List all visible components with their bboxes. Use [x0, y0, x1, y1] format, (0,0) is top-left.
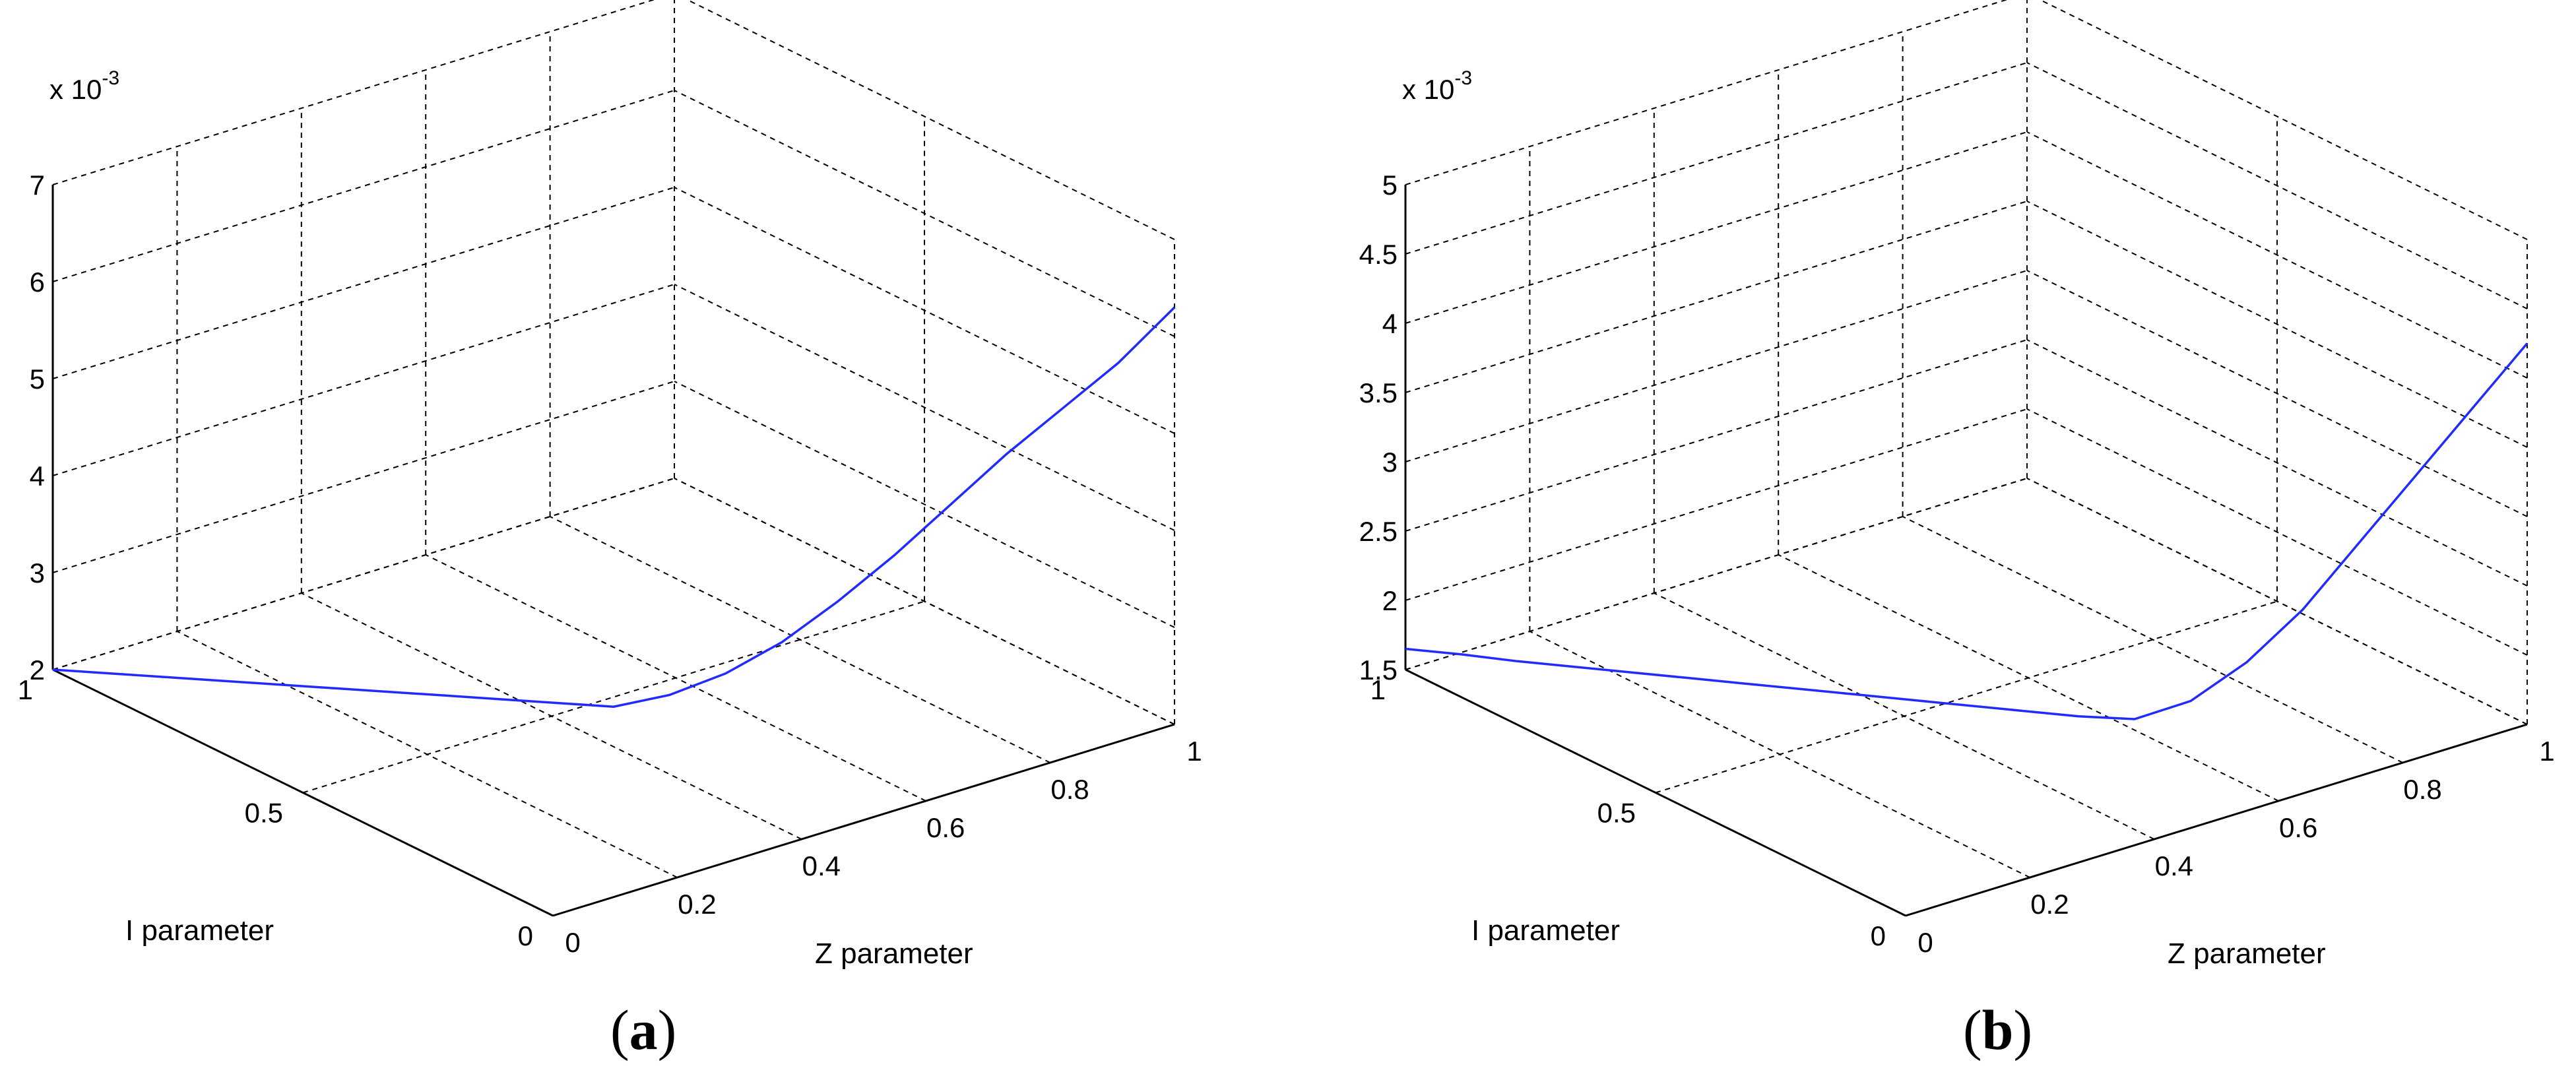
panel-b-caption-letter: b — [1982, 998, 2014, 1062]
panel-b-sidewall-gridline — [2026, 339, 2528, 587]
panel-a-x-tick-label: 0.4 — [802, 850, 841, 881]
panel-a-sidewall-gridline — [674, 381, 1175, 628]
panel-b-z-multiplier-exponent: -3 — [1454, 67, 1472, 89]
panel-b-backwall-gridline — [1405, 478, 2028, 670]
panel-a-z-tick-label: 3 — [30, 557, 45, 588]
panel-a-y-tick-label: 1 — [18, 674, 33, 705]
panel-b-z-tick-label: 1.5 — [1359, 654, 1398, 685]
panel-b-sidewall-gridline — [2026, 270, 2528, 517]
panel-a-x-tick-label: 0.8 — [1050, 774, 1089, 805]
panel-b-x-axis-label: Z parameter — [2168, 937, 2326, 970]
panel-b-z-multiplier-base: x 10 — [1402, 74, 1454, 105]
panel-b-backwall-gridline — [1405, 270, 2028, 462]
panel-a-sidewall-gridline — [674, 90, 1175, 337]
panel-b-caption: (b) — [1963, 998, 2032, 1062]
panel-b-y-tick-label: 1 — [1370, 674, 1386, 705]
panel-a-x-tick-label: 0.2 — [678, 889, 716, 920]
panel-b-x-tick-label: 1 — [2539, 736, 2554, 767]
panel-b-floor-gridline — [1655, 600, 2278, 794]
panel-a-caption: (a) — [610, 998, 676, 1062]
panel-a-z-multiplier-exponent: -3 — [102, 67, 119, 89]
panel-a-z-tick-label: 7 — [30, 170, 45, 201]
panel-b-x-tick-label: 0.8 — [2403, 774, 2441, 805]
panel-b-x-tick-label: 0.2 — [2030, 889, 2069, 920]
panel-a-y-tick-label: 0 — [518, 920, 533, 951]
panel-a-caption-letter: a — [629, 998, 658, 1062]
panel-b-backwall-gridline — [1405, 131, 2028, 324]
panel-b-floor-gridline — [1405, 478, 2028, 670]
panel-b-z-tick-label: 5 — [1382, 170, 1398, 201]
panel-a-backwall-gridline — [52, 90, 675, 282]
panel-a-backwall-gridline — [52, 0, 655, 185]
panel-b-y-axis-label: I parameter — [1471, 914, 1620, 947]
panel-b-x-tick-label: 0.4 — [2155, 850, 2193, 881]
panel-b-sidewall-gridline — [2039, 0, 2528, 240]
panel-a-floor-gridline — [302, 600, 925, 794]
panel-b-z-tick-label: 2.5 — [1359, 516, 1398, 547]
panel-a-z-tick-label: 4 — [30, 460, 45, 491]
panel-a-x-axis — [552, 723, 1175, 917]
panel-a-series-line — [52, 306, 1176, 708]
panel-b-backwall-gridline — [1405, 339, 2028, 532]
panel-b-backwall-gridline — [1405, 408, 2028, 601]
panel-b-backwall-gridline — [1405, 0, 2008, 185]
panel-b-backwall-gridline — [1405, 62, 2028, 255]
panel-a-y-axis-label: I parameter — [125, 914, 274, 947]
panel-b-x-tick-label: 0 — [1917, 927, 1933, 958]
panel-b-backwall-gridline — [1405, 201, 2028, 393]
panel-a-backwall-gridline — [52, 478, 675, 670]
panel-a-z-multiplier-base: x 10 — [49, 74, 102, 105]
panel-a-x-axis-label: Z parameter — [815, 937, 973, 970]
panel-a-backwall-gridline — [52, 381, 675, 573]
panel-a-z-tick-label: 2 — [30, 654, 45, 685]
panel-a-x-tick-label: 0 — [565, 927, 580, 958]
panel-a-backwall-gridline — [52, 187, 675, 379]
panel-a-sidewall-gridline — [674, 187, 1175, 434]
panel-a-sidewall-gridline — [686, 0, 1175, 240]
panel-a-floor-gridline — [52, 478, 675, 670]
panel-b-floor-gridline — [1902, 516, 2404, 763]
panel-a-x-tick-label: 0.6 — [926, 812, 965, 843]
panel-a-y-axis — [52, 668, 554, 917]
panel-b-sidewall-gridline — [2026, 408, 2528, 656]
panel-b-x-axis — [1905, 723, 2528, 917]
panel-b-z-tick-label: 4.5 — [1359, 239, 1398, 270]
panel-a-z-multiplier: x 10-3 — [49, 67, 119, 105]
panel-a-y-tick-label: 0.5 — [245, 798, 283, 829]
panel-a-backwall-gridline — [52, 284, 675, 476]
panel-a-z-tick-label: 6 — [30, 267, 45, 298]
panel-b-series-line — [1405, 342, 2528, 720]
panel-b-y-tick-label: 0 — [1871, 920, 1886, 951]
panel-b-z-tick-label: 4 — [1382, 308, 1398, 339]
panel-b-floor-gridline — [2026, 478, 2528, 725]
panel-b-z-multiplier: x 10-3 — [1402, 67, 1472, 105]
panel-b-y-tick-label: 0.5 — [1597, 798, 1636, 829]
panel-b-sidewall-gridline — [2026, 201, 2528, 448]
panel-b-z-tick-label: 2 — [1382, 585, 1398, 616]
panel-a-x-tick-label: 1 — [1186, 736, 1202, 767]
panel-a-sidewall-gridline — [674, 284, 1175, 531]
panel-b-z-tick-label: 3 — [1382, 447, 1398, 478]
panel-b-y-axis — [1405, 668, 1906, 917]
panel-a-z-tick-label: 5 — [30, 364, 45, 395]
panel-b-z-tick-label: 3.5 — [1359, 377, 1398, 408]
panel-b-sidewall-gridline — [2026, 62, 2528, 309]
panel-b-sidewall-gridline — [2026, 131, 2528, 379]
panel-a-floor-gridline — [674, 478, 1175, 725]
panel-b-x-tick-label: 0.6 — [2279, 812, 2317, 843]
panel-a-floor-gridline — [550, 516, 1051, 763]
